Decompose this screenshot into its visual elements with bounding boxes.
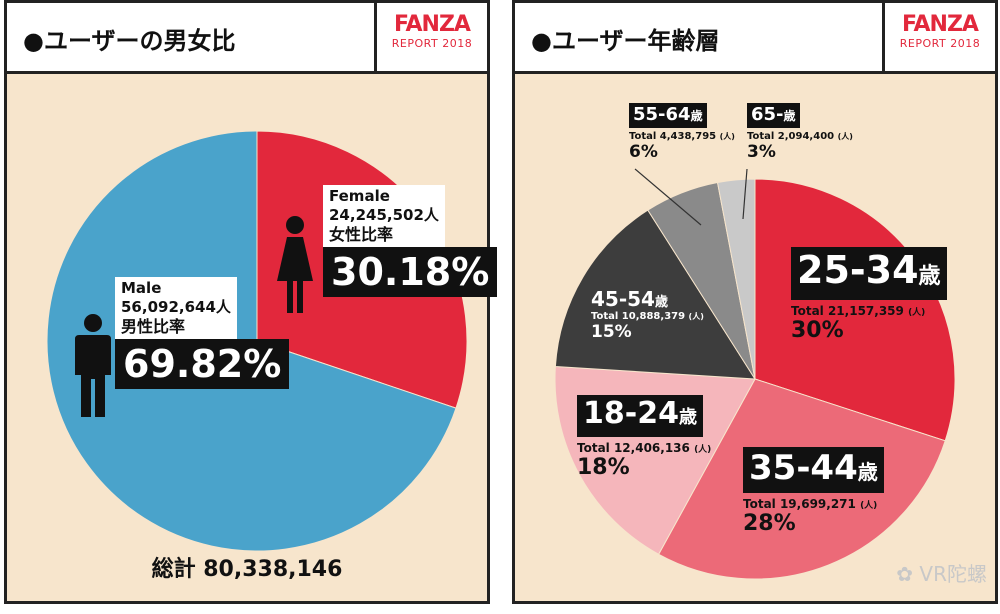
age-name: 25-34 [797, 248, 919, 292]
age-percent: 3% [747, 142, 776, 162]
age-total: Total 2,094,400 [747, 131, 835, 142]
age-total-unit: (人) [694, 445, 712, 455]
fanza-logo: FANZA REPORT 2018 [882, 3, 995, 71]
gender-header: ●ユーザーの男女比 FANZA REPORT 2018 [7, 3, 487, 74]
female-count: 24,245,502人 [329, 206, 439, 224]
age-total: Total 10,888,379 [591, 311, 686, 322]
leader-line-55-64 [634, 168, 702, 226]
male-title: Male [121, 279, 162, 297]
female-ratio-label: 女性比率 [329, 225, 394, 244]
female-percent: 30.18% [323, 247, 498, 297]
age-percent: 18% [577, 455, 630, 480]
gender-panel: ●ユーザーの男女比 FANZA REPORT 2018 Female 24,24… [4, 0, 498, 604]
age-unit: 歳 [857, 460, 878, 484]
age-total-unit: (人) [908, 308, 926, 318]
male-label: Male 56,092,644人 男性比率 69.82% [115, 277, 290, 389]
male-ratio-label: 男性比率 [121, 317, 186, 336]
gender-title: ●ユーザーの男女比 [23, 27, 236, 55]
age-label-65: 65-歳 Total 2,094,400 (人) 3% [747, 103, 853, 162]
logo-sub: REPORT 2018 [899, 37, 981, 50]
male-count: 56,092,644人 [121, 298, 231, 316]
age-total: Total 12,406,136 [577, 441, 690, 455]
age-percent: 6% [629, 142, 658, 162]
age-title: ●ユーザー年齢層 [531, 27, 720, 55]
leader-line-65 [742, 168, 748, 220]
age-header: ●ユーザー年齢層 FANZA REPORT 2018 [515, 3, 995, 74]
wechat-icon: ✿ [896, 562, 914, 586]
logo-main: FANZA [902, 12, 979, 37]
age-name: 65- [751, 104, 784, 125]
age-label-35-44: 35-44歳 Total 19,699,271 (人) 28% [743, 447, 884, 536]
age-panel: ●ユーザー年齢層 FANZA REPORT 2018 25-34歳 Total … [512, 0, 998, 604]
logo-sub: REPORT 2018 [391, 37, 473, 50]
gender-total: 総計 80,338,146 [151, 557, 343, 582]
age-total: Total 4,438,795 [629, 131, 717, 142]
age-percent: 28% [743, 511, 796, 536]
fanza-logo: FANZA REPORT 2018 [374, 3, 487, 71]
female-icon [277, 216, 313, 313]
age-unit: 歳 [690, 109, 703, 123]
age-unit: 歳 [678, 407, 697, 428]
watermark-text: VR陀螺 [919, 562, 987, 586]
age-total-unit: (人) [860, 501, 878, 511]
age-unit: 歳 [918, 264, 941, 289]
male-icon [75, 314, 111, 417]
age-name: 45-54 [591, 287, 655, 311]
age-unit: 歳 [783, 109, 796, 123]
age-label-45-54: 45-54歳 Total 10,888,379 (人) 15% [591, 287, 704, 342]
watermark: ✿ VR陀螺 [896, 558, 987, 587]
male-percent: 69.82% [115, 339, 290, 389]
age-total: Total 19,699,271 [743, 497, 856, 511]
age-name: 55-64 [633, 104, 691, 125]
logo-main: FANZA [394, 12, 471, 37]
age-label-55-64: 55-64歳 Total 4,438,795 (人) 6% [629, 103, 735, 162]
age-name: 18-24 [583, 396, 679, 431]
age-name: 35-44 [749, 448, 858, 488]
age-total: Total 21,157,359 [791, 304, 904, 318]
pie-slice-65 [716, 178, 756, 380]
pie-slice-45-54 [554, 209, 756, 380]
female-title: Female [329, 187, 390, 205]
age-unit: 歳 [654, 295, 668, 310]
age-total-unit: (人) [688, 312, 704, 321]
age-total-unit: (人) [837, 132, 853, 141]
age-percent: 15% [591, 322, 632, 342]
age-label-25-34: 25-34歳 Total 21,157,359 (人) 30% [791, 247, 947, 343]
age-label-18-24: 18-24歳 Total 12,406,136 (人) 18% [577, 395, 711, 480]
age-percent: 30% [791, 318, 844, 343]
age-total-unit: (人) [719, 132, 735, 141]
female-label: Female 24,245,502人 女性比率 30.18% [323, 185, 498, 297]
